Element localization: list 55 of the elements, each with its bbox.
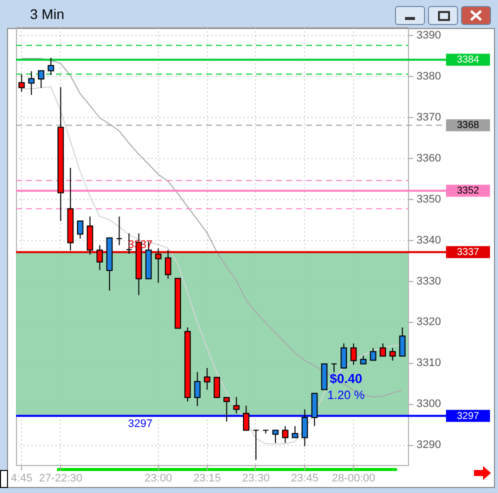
ref-line-label: 3297 (456, 410, 480, 422)
y-tick-label: 3340 (416, 234, 441, 246)
candlestick (214, 376, 220, 398)
candlestick (223, 396, 230, 422)
ref-line-label: 3337 (456, 247, 480, 258)
y-tick-label: 3360 (416, 152, 441, 164)
candlestick (204, 367, 210, 390)
x-tick-label: 23:15 (193, 472, 221, 484)
candlestick (340, 342, 347, 370)
x-tick-label: 23:30 (242, 472, 270, 484)
x-tick-label: 28-00:00 (332, 472, 376, 484)
y-tick-label: 3330 (416, 275, 441, 288)
candlestick (233, 396, 240, 414)
candlestick (272, 430, 279, 444)
y-tick-label: 3300 (416, 398, 441, 410)
candlestick (282, 426, 288, 444)
x-tick-label: 4:45 (10, 472, 32, 484)
y-tick-label: 3380 (416, 70, 441, 83)
y-tick-label: 3370 (416, 112, 441, 124)
candlestick (164, 250, 172, 280)
candlestick (302, 408, 308, 447)
x-tick-label: 23:45 (290, 472, 319, 484)
annotation: $0.40 (330, 371, 362, 386)
candlestick (350, 342, 357, 366)
candlestick (389, 347, 396, 362)
candlestick (262, 430, 269, 434)
y-tick-label: 3310 (416, 357, 441, 370)
candlestick (330, 363, 338, 373)
candlestick (252, 430, 260, 460)
candlestick (399, 326, 406, 357)
chart-title: 3 Min (30, 6, 64, 22)
ref-line-label: 3368 (456, 120, 480, 132)
candlestick (155, 248, 162, 284)
y-tick-label: 3290 (416, 439, 441, 452)
candlestick (77, 220, 84, 240)
x-tick-label: 23:00 (144, 472, 172, 484)
ref-line-label: 3352 (456, 186, 480, 197)
candlestick (96, 244, 103, 271)
candlestick (116, 216, 122, 246)
candlestick (370, 347, 376, 361)
candlestick (28, 70, 35, 96)
ref-line-label: 3384 (456, 54, 480, 66)
candlestick (18, 74, 25, 92)
candlestick (380, 342, 386, 357)
x-tick-label: 27-22:30 (38, 472, 82, 484)
candlestick (292, 426, 298, 438)
candlestick (242, 405, 250, 431)
annotation: 3297 (128, 418, 152, 430)
annotation: 1.20 % (327, 388, 366, 402)
y-tick-label: 3320 (416, 316, 441, 328)
y-tick-label: 3390 (416, 30, 441, 42)
candlestick (48, 57, 54, 76)
candlestick (38, 70, 44, 88)
y-tick-label: 3350 (416, 193, 441, 206)
candlestick (194, 372, 201, 407)
